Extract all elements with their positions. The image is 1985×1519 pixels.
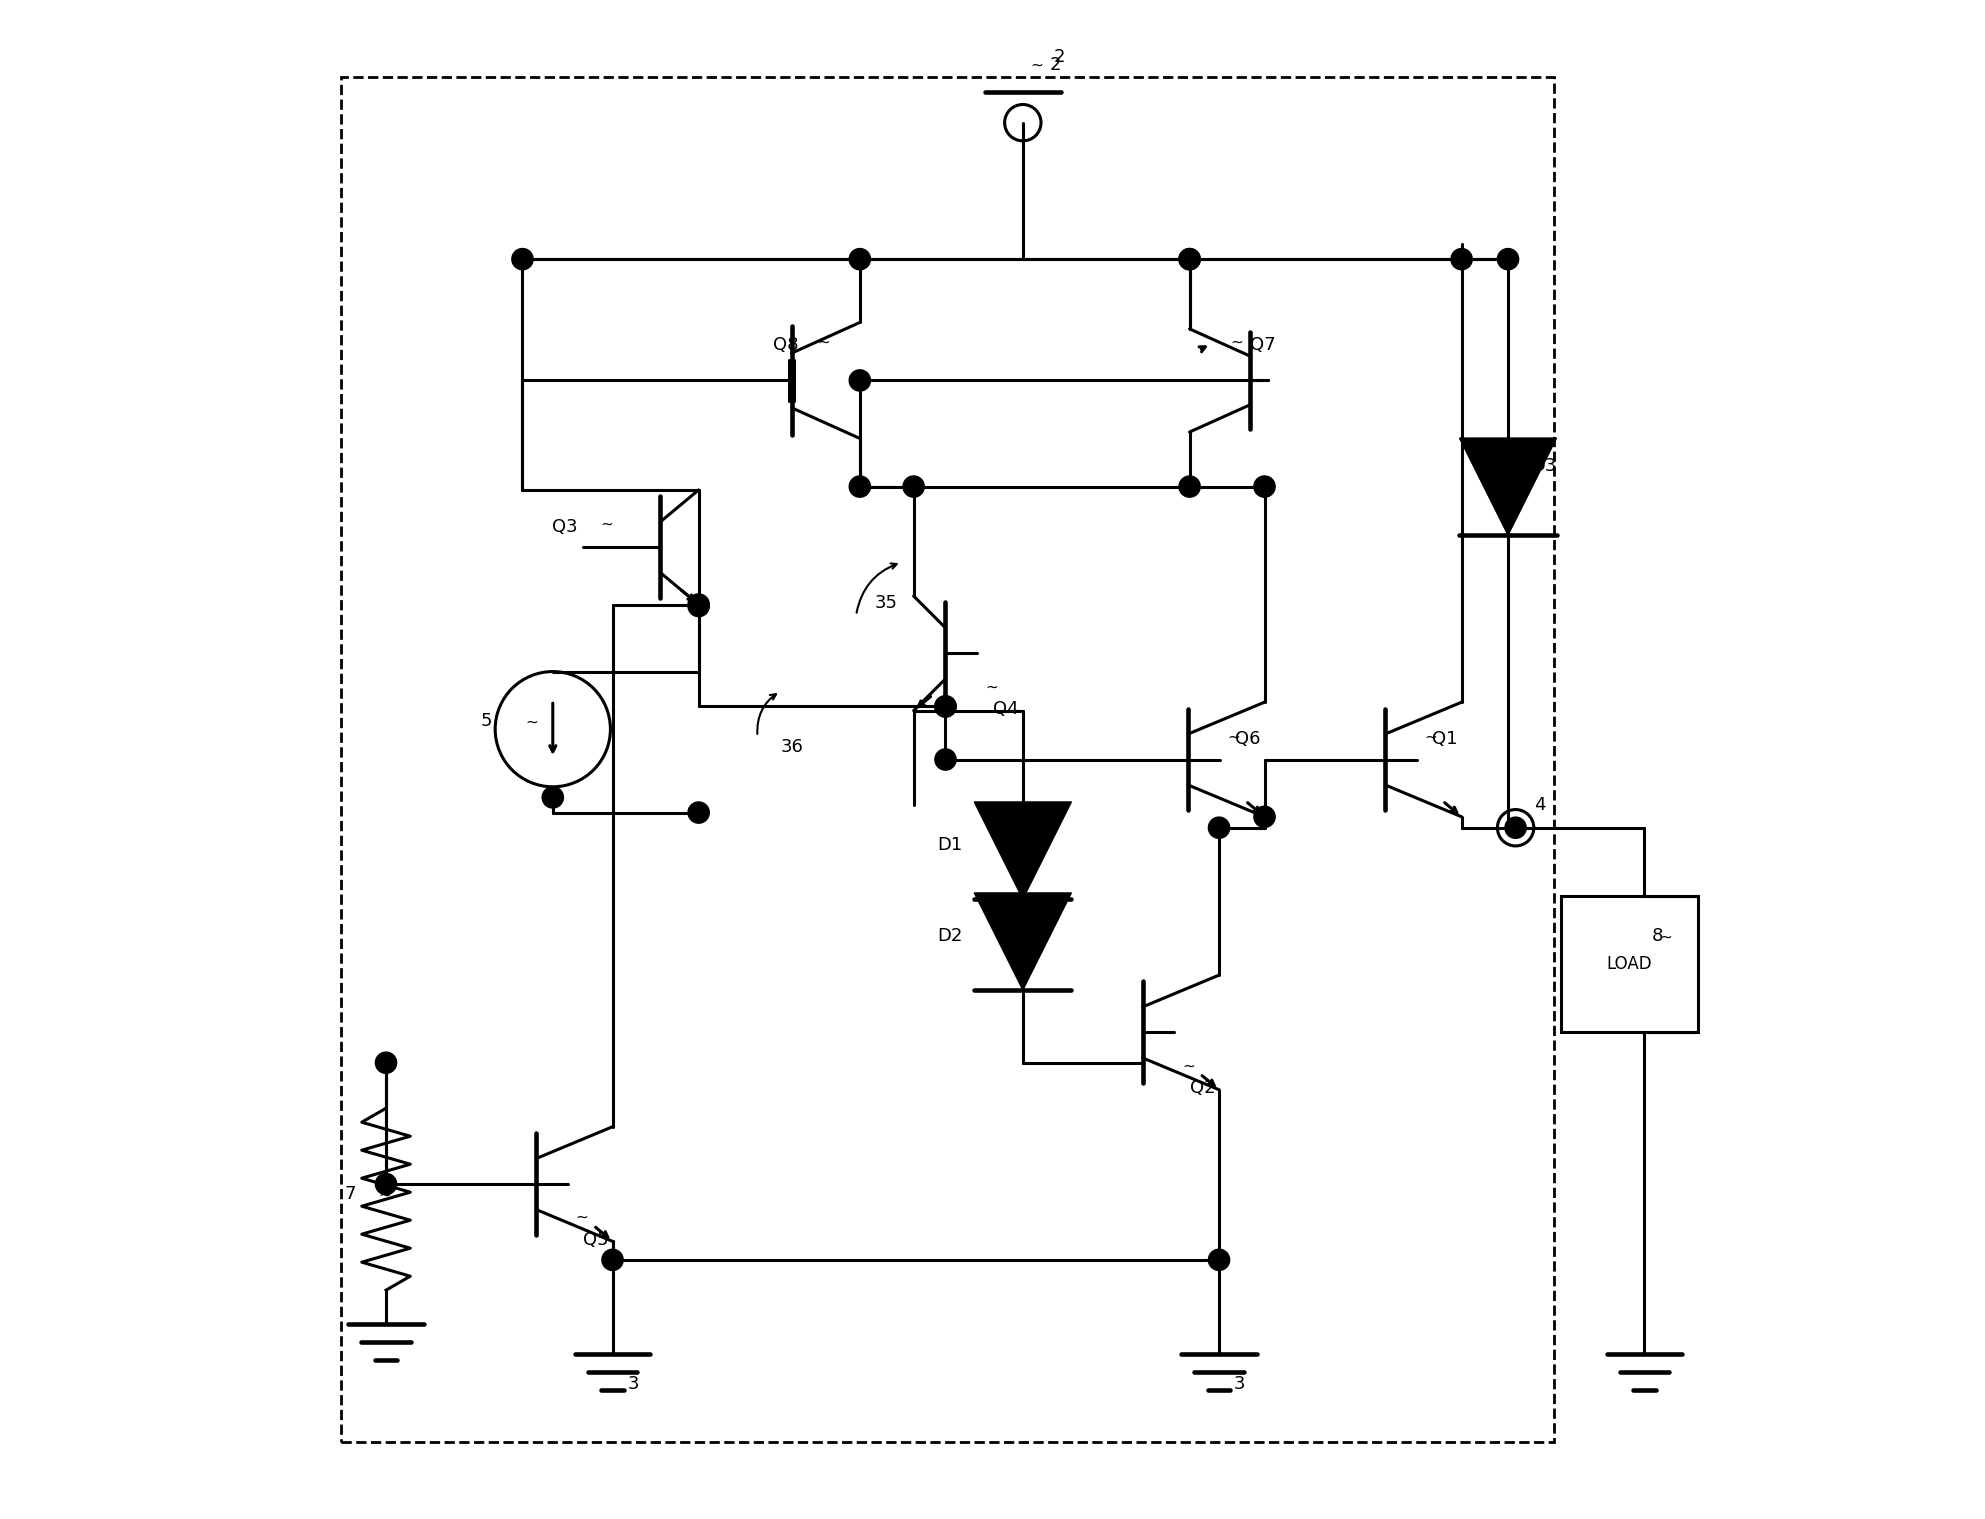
Text: ~: ~ — [1181, 1059, 1195, 1074]
Text: ~: ~ — [1030, 58, 1044, 73]
Text: Q2: Q2 — [1189, 1078, 1215, 1097]
Text: ~: ~ — [1425, 729, 1437, 744]
Text: 8: 8 — [1652, 928, 1663, 945]
Circle shape — [689, 802, 709, 823]
Circle shape — [935, 696, 957, 717]
Circle shape — [542, 787, 564, 808]
Text: LOAD: LOAD — [1606, 955, 1652, 974]
Text: D2: D2 — [937, 928, 963, 945]
Text: ~: ~ — [379, 1188, 391, 1202]
Text: Q7: Q7 — [1251, 336, 1276, 354]
Circle shape — [850, 249, 871, 270]
Polygon shape — [975, 802, 1072, 899]
Text: 4: 4 — [1534, 796, 1544, 814]
Text: Q6: Q6 — [1235, 731, 1260, 749]
Text: ~: ~ — [1231, 336, 1243, 349]
Circle shape — [375, 1053, 397, 1074]
Text: D1: D1 — [937, 837, 963, 855]
Circle shape — [850, 369, 871, 390]
Circle shape — [375, 1174, 397, 1194]
Text: Q4: Q4 — [992, 700, 1018, 718]
Text: 3: 3 — [627, 1375, 639, 1393]
Polygon shape — [1459, 437, 1556, 535]
Text: ~: ~ — [599, 516, 613, 532]
Circle shape — [1255, 807, 1274, 828]
Circle shape — [903, 475, 925, 497]
Circle shape — [601, 1249, 623, 1270]
Circle shape — [1179, 475, 1201, 497]
Text: Q3: Q3 — [552, 518, 578, 536]
Text: 7: 7 — [343, 1185, 355, 1203]
Text: 35: 35 — [875, 594, 897, 612]
Text: 5: 5 — [480, 712, 492, 731]
Text: 3: 3 — [1235, 1375, 1247, 1393]
Text: ~: ~ — [576, 1211, 588, 1224]
Circle shape — [1179, 249, 1201, 270]
Text: ~: ~ — [996, 838, 1008, 854]
Polygon shape — [975, 893, 1072, 990]
Text: ~: ~ — [526, 714, 538, 729]
Circle shape — [1179, 249, 1201, 270]
Text: ~: ~ — [1659, 930, 1673, 945]
Circle shape — [935, 696, 957, 717]
Circle shape — [689, 595, 709, 617]
Circle shape — [1451, 249, 1473, 270]
Circle shape — [935, 749, 957, 770]
Circle shape — [1209, 817, 1229, 838]
Text: Q5: Q5 — [584, 1230, 609, 1249]
Circle shape — [1505, 817, 1526, 838]
Text: ~: ~ — [985, 679, 998, 694]
Text: D3: D3 — [1530, 457, 1556, 475]
Text: ~: ~ — [1227, 729, 1241, 744]
Text: ~: ~ — [818, 336, 830, 349]
Text: 2: 2 — [1050, 56, 1062, 73]
Text: Q1: Q1 — [1433, 731, 1457, 749]
Circle shape — [1255, 475, 1274, 497]
Circle shape — [850, 475, 871, 497]
Text: ~: ~ — [996, 930, 1008, 945]
Circle shape — [1497, 249, 1519, 270]
Circle shape — [512, 249, 534, 270]
Text: 2: 2 — [1054, 49, 1064, 65]
Circle shape — [1209, 1249, 1229, 1270]
Text: 36: 36 — [780, 738, 804, 756]
Text: Q8: Q8 — [772, 336, 798, 354]
Circle shape — [689, 594, 709, 615]
Text: ~: ~ — [1521, 459, 1532, 474]
